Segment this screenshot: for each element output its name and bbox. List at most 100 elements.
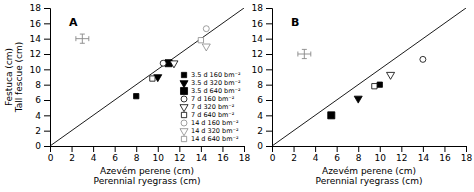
y-tick: 2	[35, 126, 50, 136]
panel-title: A	[69, 16, 78, 29]
legend-symbol	[181, 112, 186, 117]
point	[420, 56, 426, 62]
x-tick-label: 8	[356, 153, 362, 163]
x-tick-mark	[93, 146, 94, 152]
point	[160, 60, 166, 66]
y-tick-label: 2	[35, 126, 41, 136]
x-tick-label: 12	[396, 153, 407, 163]
legend: 3.5 d 160 bm⁻²3.5 d 320 bm⁻²3.5 d 640 bm…	[180, 71, 241, 143]
x-tick-mark	[136, 146, 137, 152]
y-tick: 18	[30, 3, 50, 13]
point	[387, 72, 395, 79]
x-tick-mark	[222, 146, 223, 152]
x-tick: 12	[174, 146, 185, 163]
y-tick: 0	[35, 141, 50, 151]
x-tick-label: 10	[153, 153, 165, 163]
point	[202, 44, 210, 51]
y-tick-mark	[44, 69, 50, 70]
x-tick-label: 14	[196, 153, 208, 163]
y-tick-label: 10	[252, 65, 264, 75]
y-tick-label: 18	[30, 3, 42, 13]
x-axis: 024681012141618	[48, 146, 251, 163]
x-tick: 10	[375, 146, 387, 163]
y-tick: 12	[30, 49, 50, 59]
x-axis-line	[273, 147, 467, 153]
legend-label: 14 d 640 bm⁻²	[191, 135, 239, 143]
x-tick: 4	[313, 146, 319, 163]
x-tick: 2	[291, 146, 297, 163]
identity-line	[50, 8, 244, 146]
y-tick: 16	[252, 19, 272, 29]
x-tick-mark	[380, 146, 381, 152]
x-tick-mark	[115, 146, 116, 152]
y-tick: 14	[30, 34, 50, 44]
y-tick-label: 0	[35, 141, 41, 151]
legend-symbol	[181, 96, 187, 102]
x-axis: 024681012141618	[270, 146, 473, 163]
x-tick-label: 16	[439, 153, 451, 163]
x-tick-mark	[315, 146, 316, 152]
point	[198, 38, 203, 43]
plot-area	[272, 8, 466, 146]
x-axis-line	[51, 147, 245, 153]
x-tick: 18	[239, 146, 251, 163]
y-tick-label: 12	[30, 49, 41, 59]
panel-title: B	[291, 16, 299, 29]
y-tick-label: 16	[252, 19, 264, 29]
y-axis-line	[266, 9, 273, 147]
x-tick-mark	[158, 146, 159, 152]
y-tick-mark	[44, 131, 50, 132]
x-tick-label: 6	[334, 153, 340, 163]
y-tick-mark	[44, 115, 50, 116]
y-tick-mark	[266, 54, 272, 55]
x-tick: 4	[91, 146, 97, 163]
y-tick-mark	[44, 54, 50, 55]
chart: 024681012141618024681012141618AAzevém pe…	[0, 0, 474, 192]
x-tick-mark	[358, 146, 359, 152]
y-tick-mark	[44, 39, 50, 40]
legend-symbol	[180, 105, 188, 112]
x-tick: 14	[196, 146, 208, 163]
y-axis: 024681012141618	[30, 3, 51, 151]
y-tick-label: 4	[35, 111, 41, 121]
x-tick-label: 18	[239, 153, 251, 163]
x-tick-label: 6	[112, 153, 118, 163]
y-tick-label: 14	[252, 34, 264, 44]
point	[372, 84, 377, 89]
x-tick-mark	[337, 146, 338, 152]
x-tick-mark	[444, 146, 445, 152]
point	[203, 26, 209, 32]
y-tick-label: 8	[35, 80, 41, 90]
legend-label: 14 d 160 bm⁻²	[191, 119, 239, 127]
point	[150, 76, 155, 81]
x-tick-mark	[401, 146, 402, 152]
legend-label: 3.5 d 320 bm⁻²	[191, 79, 241, 87]
legend-label: 7 d 640 bm⁻²	[191, 111, 235, 119]
y-tick-label: 8	[257, 80, 263, 90]
y-tick: 6	[257, 95, 272, 105]
y-tick-mark	[266, 8, 272, 9]
legend-item: 3.5 d 640 bm⁻²	[180, 87, 240, 95]
y-tick-mark	[44, 85, 50, 86]
x-tick-label: 2	[69, 153, 75, 163]
y-tick-label: 16	[30, 19, 42, 29]
x-tick-label: 4	[313, 153, 319, 163]
x-tick-label: 2	[291, 153, 297, 163]
identity-line	[272, 8, 466, 146]
legend-symbol	[180, 81, 188, 88]
legend-item: 7 d 160 bm⁻²	[181, 95, 235, 103]
y-tick-label: 18	[252, 3, 264, 13]
legend-label: 14 d 320 bm⁻²	[191, 127, 239, 135]
x-tick-label: 0	[48, 153, 54, 163]
x-tick: 10	[153, 146, 165, 163]
plot-area	[50, 8, 244, 146]
x-tick: 12	[396, 146, 407, 163]
x-tick-mark	[466, 146, 467, 152]
y-axis-title: Festuca (cm)Tall fescue (cm)	[4, 42, 24, 114]
panel: 024681012141618024681012141618BAzevém pe…	[252, 3, 473, 186]
legend-symbol	[180, 129, 188, 136]
legend-symbol	[181, 72, 186, 77]
y-tick: 0	[257, 141, 272, 151]
legend-label: 3.5 d 640 bm⁻²	[191, 87, 241, 95]
y-tick-mark	[266, 100, 272, 101]
